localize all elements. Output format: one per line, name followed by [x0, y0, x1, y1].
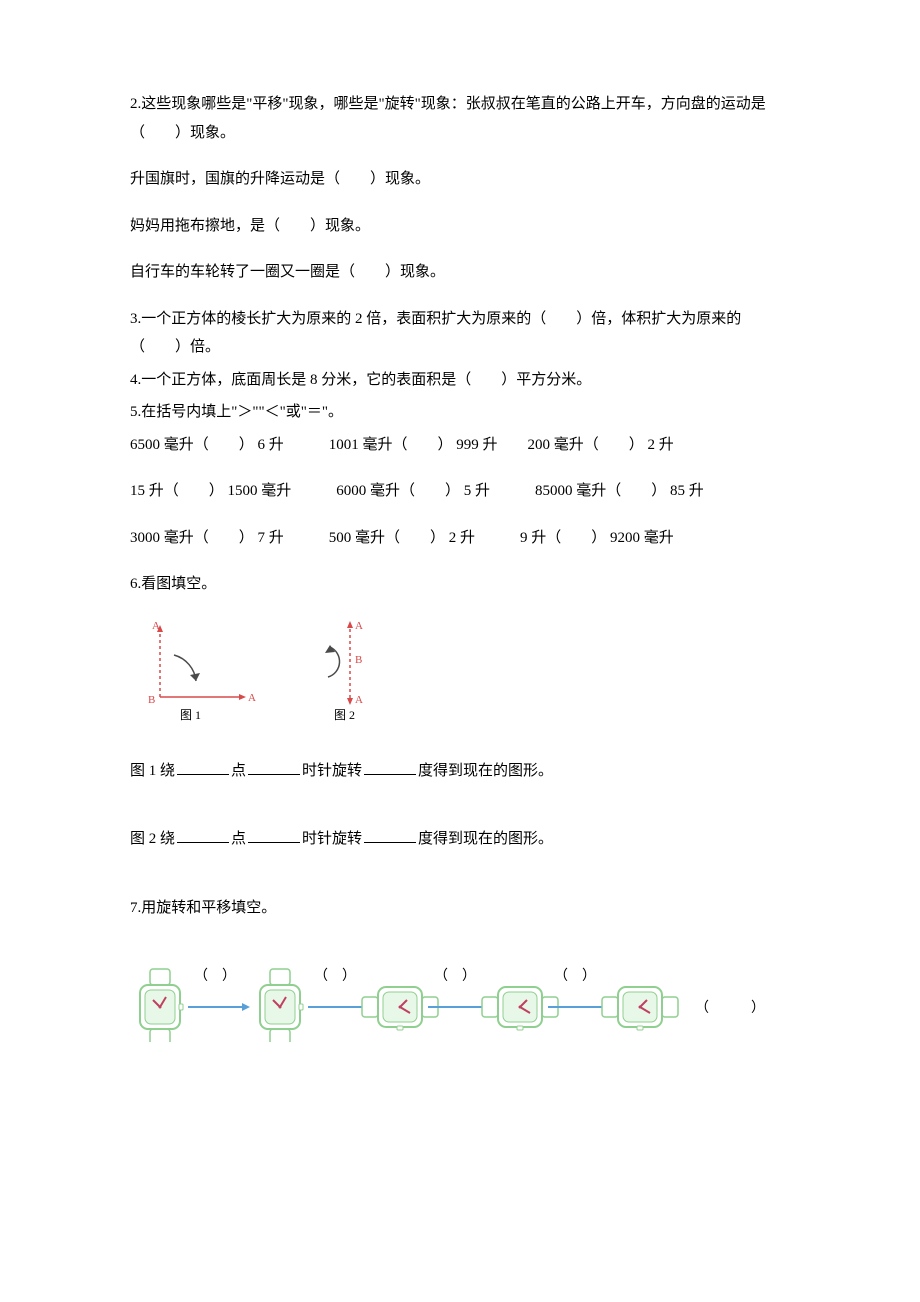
- q5-line2: 15 升（ ） 1500 毫升 6000 毫升（ ） 5 升 85000 毫升（…: [130, 477, 790, 506]
- q5-line3: 3000 毫升（ ） 7 升 500 毫升（ ） 2 升 9 升（ ） 9200…: [130, 524, 790, 553]
- svg-text:A: A: [355, 694, 363, 706]
- q3: 3.一个正方体的棱长扩大为原来的 2 倍，表面积扩大为原来的（ ）倍，体积扩大为…: [130, 305, 790, 362]
- q2-lead: 2.这些现象哪些是"平移"现象，哪些是"旋转"现象：张叔叔在笔直的公路上开车，方…: [130, 90, 790, 147]
- blank: [248, 759, 300, 775]
- svg-text:（ ）: （ ）: [554, 968, 596, 984]
- svg-text:图 1: 图 1: [180, 708, 201, 722]
- q2-line2: 升国旗时，国旗的升降运动是（ ）现象。: [130, 165, 790, 194]
- svg-text:（ ）: （ ）: [194, 968, 236, 984]
- blank: [364, 759, 416, 775]
- q7-lead: 7.用旋转和平移填空。: [130, 894, 790, 923]
- q2-line4: 自行车的车轮转了一圈又一圈是（ ）现象。: [130, 258, 790, 287]
- q6-2-p4: 度得到现在的图形。: [418, 831, 553, 847]
- blank: [248, 827, 300, 843]
- q2-line3: 妈妈用拖布擦地，是（ ）现象。: [130, 212, 790, 241]
- watch-row: （ ） （ ） （ ） （ ） （ ）: [130, 952, 790, 1047]
- svg-text:B: B: [148, 694, 155, 706]
- diagram-1: A A B 图 1: [130, 617, 260, 727]
- q6-2-p3: 时针旋转: [302, 831, 362, 847]
- diagram-2: A B A 图 2: [300, 617, 390, 727]
- q5-line1: 6500 毫升（ ） 6 升 1001 毫升（ ） 999 升 200 毫升（ …: [130, 431, 790, 460]
- blank: [177, 827, 229, 843]
- q6-1-p2: 点: [231, 763, 246, 779]
- q6-1-p3: 时针旋转: [302, 763, 362, 779]
- q5-lead: 5.在括号内填上"＞""＜"或"＝"。: [130, 398, 790, 427]
- q6-lead: 6.看图填空。: [130, 570, 790, 599]
- svg-text:（ ）: （ ）: [314, 968, 356, 984]
- svg-text:图 2: 图 2: [334, 708, 355, 722]
- q6-diagrams: A A B 图 1 A B A: [130, 617, 790, 727]
- blank: [177, 759, 229, 775]
- q6-2-p2: 点: [231, 831, 246, 847]
- q6-2-p1: 图 2 绕: [130, 831, 175, 847]
- svg-text:（ ）: （ ）: [434, 968, 476, 984]
- svg-text:A: A: [248, 692, 256, 704]
- q6-1-p1: 图 1 绕: [130, 763, 175, 779]
- blank: [364, 827, 416, 843]
- q6-line2: 图 2 绕 点 时针旋转 度得到现在的图形。: [130, 825, 790, 854]
- svg-text:A: A: [152, 620, 160, 632]
- svg-text:A: A: [355, 620, 363, 632]
- q6-1-p4: 度得到现在的图形。: [418, 763, 553, 779]
- svg-text:（ ）: （ ）: [695, 1000, 765, 1016]
- q6-line1: 图 1 绕 点 时针旋转 度得到现在的图形。: [130, 757, 790, 786]
- svg-text:B: B: [355, 654, 362, 666]
- q4: 4.一个正方体，底面周长是 8 分米，它的表面积是（ ）平方分米。: [130, 366, 790, 395]
